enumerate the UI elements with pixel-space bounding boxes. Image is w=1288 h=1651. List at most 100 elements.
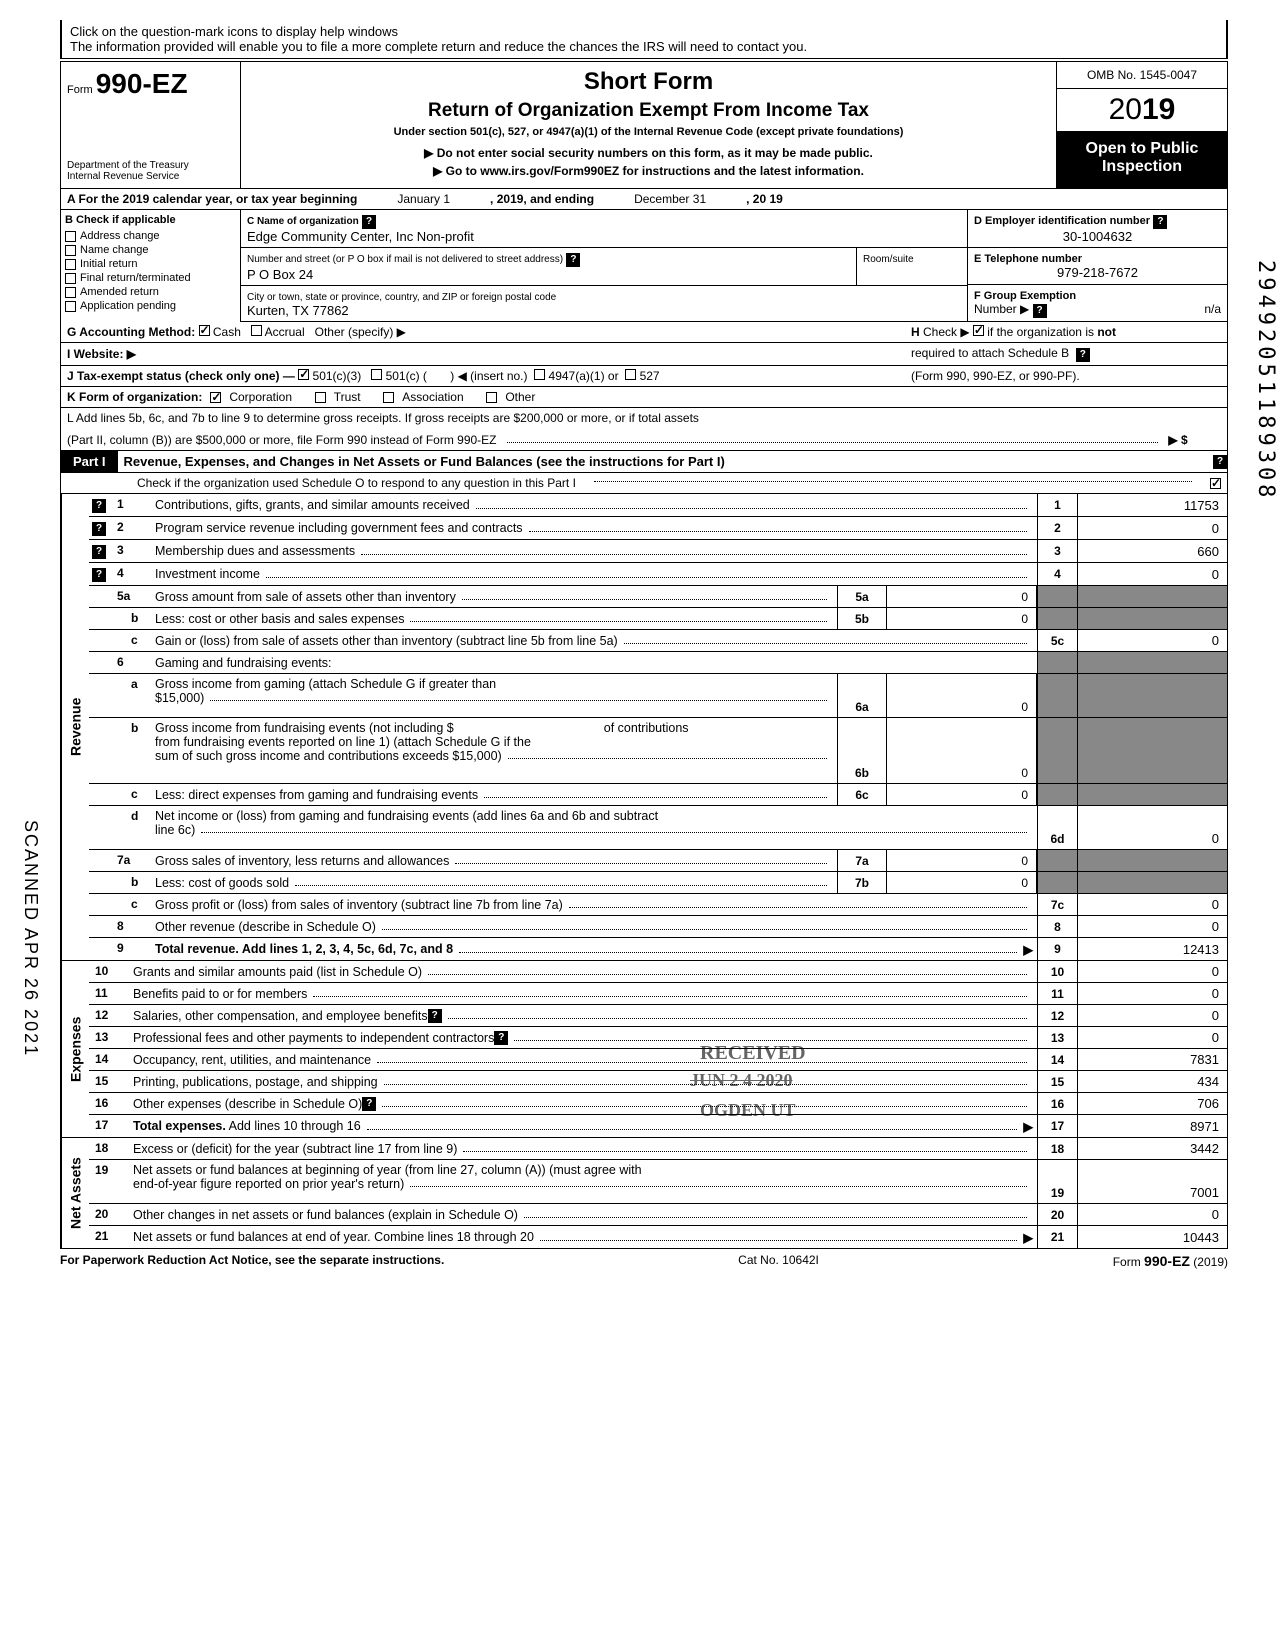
end-box: 7c (1037, 894, 1077, 915)
end-box: 6d (1037, 806, 1077, 849)
cb-schedule-o[interactable] (1210, 478, 1221, 489)
col-b-header: B Check if applicable (65, 214, 236, 226)
ln-desc: Other changes in net assets or fund bala… (129, 1204, 1037, 1225)
line-8: 8 Other revenue (describe in Schedule O)… (89, 916, 1227, 938)
help-icon[interactable]: ? (92, 522, 106, 536)
dept-block: Department of the Treasury Internal Reve… (67, 160, 234, 182)
ln-desc: Gross sales of inventory, less returns a… (151, 850, 837, 871)
end-val: 12413 (1077, 938, 1227, 960)
help-col: ? (89, 563, 111, 585)
group-val: n/a (1204, 302, 1221, 316)
help-icon[interactable]: ? (92, 568, 106, 582)
help-col: ? (89, 540, 111, 562)
cb-label: Final return/terminated (80, 272, 191, 284)
help-icon[interactable]: ? (566, 253, 580, 267)
cb-501c[interactable] (371, 369, 382, 380)
end-val: 0 (1077, 1204, 1227, 1225)
room-cell: Room/suite (857, 248, 967, 285)
row-a: A For the 2019 calendar year, or tax yea… (60, 189, 1228, 210)
ln-no: 3 (111, 540, 151, 562)
end-box-shaded (1037, 850, 1077, 871)
ln-no: 17 (89, 1115, 129, 1137)
name-label: C Name of organization (247, 216, 359, 227)
cb-527[interactable] (625, 369, 636, 380)
end-box: 17 (1037, 1115, 1077, 1137)
end-box: 5c (1037, 630, 1077, 651)
end-val-shaded (1077, 784, 1227, 805)
ein-cell: D Employer identification number ? 30-10… (968, 210, 1227, 248)
ln-desc: Total revenue. Add lines 1, 2, 3, 4, 5c,… (151, 938, 1037, 960)
city-cell: City or town, state or province, country… (241, 286, 967, 322)
cb-cash[interactable] (199, 325, 210, 336)
line-11: 11 Benefits paid to or for members 11 0 (89, 983, 1227, 1005)
k-other: Other (505, 390, 535, 404)
ln-desc: Net assets or fund balances at end of ye… (129, 1226, 1037, 1248)
cb-application-pending[interactable]: Application pending (65, 300, 236, 312)
ln-no: 15 (89, 1071, 129, 1092)
ln-desc: Less: cost of goods sold (151, 872, 837, 893)
cb-name-change[interactable]: Name change (65, 244, 236, 256)
city-val: Kurten, TX 77862 (247, 303, 349, 318)
end-val: 11753 (1077, 494, 1227, 516)
addr-label: Number and street (or P O box if mail is… (247, 254, 563, 265)
help-icon[interactable]: ? (362, 1097, 376, 1111)
footer-mid: Cat No. 10642I (738, 1253, 819, 1269)
cb-amended[interactable]: Amended return (65, 286, 236, 298)
line-21: 21 Net assets or fund balances at end of… (89, 1226, 1227, 1248)
g-cash-label: Cash (213, 325, 241, 339)
mid-val: 0 (887, 784, 1037, 805)
h-cont: required to attach Schedule B ? (911, 346, 1221, 362)
end-box: 13 (1037, 1027, 1077, 1048)
cb-4947[interactable] (534, 369, 545, 380)
ln-no: c (111, 784, 151, 805)
cb-label: Name change (80, 244, 149, 256)
help-icon[interactable]: ? (1076, 348, 1090, 362)
help-icon[interactable]: ? (428, 1009, 442, 1023)
ln-desc: Gross income from gaming (attach Schedul… (151, 674, 837, 717)
line-7a: 7a Gross sales of inventory, less return… (89, 850, 1227, 872)
help-line-1: Click on the question-mark icons to disp… (70, 24, 1218, 39)
mid-val: 0 (887, 850, 1037, 871)
group-label-2: Number ▶ (974, 302, 1029, 316)
line-17: 17 Total expenses. Add lines 10 through … (89, 1115, 1227, 1137)
cb-initial-return[interactable]: Initial return (65, 258, 236, 270)
checkbox-icon (65, 245, 76, 256)
cb-trust[interactable] (315, 392, 326, 403)
help-icon[interactable]: ? (1153, 215, 1167, 229)
cb-address-change[interactable]: Address change (65, 230, 236, 242)
help-icon[interactable]: ? (494, 1031, 508, 1045)
ln-no: c (111, 894, 151, 915)
ln-desc: Salaries, other compensation, and employ… (129, 1005, 1037, 1026)
desc-text: Less: direct expenses from gaming and fu… (155, 788, 478, 802)
j-label: J Tax-exempt status (check only one) — (67, 369, 295, 383)
end-box: 21 (1037, 1226, 1077, 1248)
ln-desc: Excess or (deficit) for the year (subtra… (129, 1138, 1037, 1159)
cb-accrual[interactable] (251, 325, 262, 336)
ln-no: 1 (111, 494, 151, 516)
help-col (89, 938, 111, 960)
phone-cell: E Telephone number 979-218-7672 (968, 248, 1227, 285)
l-text-2: (Part II, column (B)) are $500,000 or mo… (67, 433, 497, 447)
help-icon[interactable]: ? (362, 215, 376, 229)
cb-other[interactable] (486, 392, 497, 403)
ln-no: 10 (89, 961, 129, 982)
help-col: ? (89, 494, 111, 516)
cb-corp[interactable] (210, 392, 221, 403)
ln-desc: Net assets or fund balances at beginning… (129, 1160, 1037, 1203)
cb-final-return[interactable]: Final return/terminated (65, 272, 236, 284)
cb-501c3[interactable] (298, 369, 309, 380)
help-icon[interactable]: ? (92, 545, 106, 559)
phone-val: 979-218-7672 (974, 265, 1221, 280)
col-def: D Employer identification number ? 30-10… (967, 210, 1227, 322)
desc-text-2: end-of-year figure reported on prior yea… (133, 1177, 404, 1191)
help-icon[interactable]: ? (1033, 304, 1047, 318)
ln-no: d (111, 806, 151, 849)
ein-val: 30-1004632 (974, 229, 1221, 244)
cb-sched-b[interactable] (973, 325, 984, 336)
help-icon[interactable]: ? (1213, 455, 1227, 469)
end-val: 0 (1077, 630, 1227, 651)
end-val: 0 (1077, 961, 1227, 982)
help-icon[interactable]: ? (92, 499, 106, 513)
cb-assoc[interactable] (383, 392, 394, 403)
ln-desc: Gross income from fundraising events (no… (151, 718, 837, 783)
